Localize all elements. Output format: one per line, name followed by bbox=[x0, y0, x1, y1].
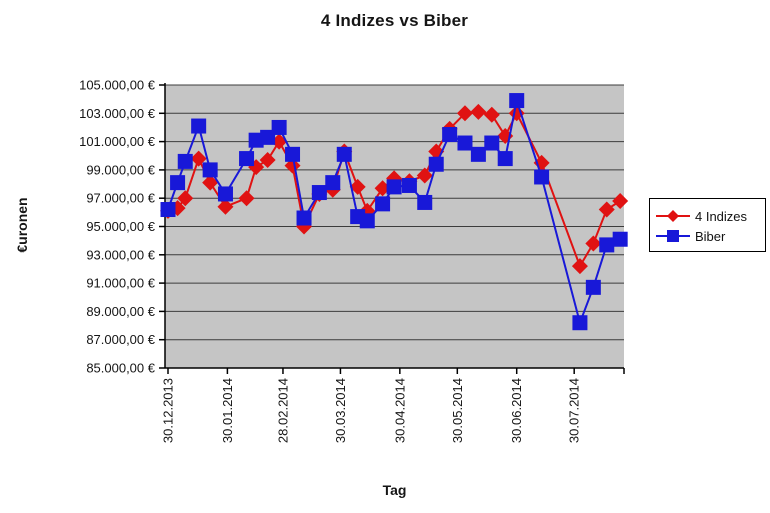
data-point-square bbox=[497, 151, 513, 167]
y-tick-label: 91.000,00 € bbox=[86, 276, 155, 291]
x-tick-label: 30.07.2014 bbox=[567, 378, 582, 443]
x-tick-label: 28.02.2014 bbox=[275, 378, 290, 443]
data-point-diamond bbox=[483, 106, 500, 123]
data-point-square bbox=[599, 237, 615, 253]
data-point-square bbox=[386, 179, 402, 195]
data-point-square bbox=[191, 118, 207, 134]
y-tick-label: 89.000,00 € bbox=[86, 304, 155, 319]
x-tick-label: 30.12.2013 bbox=[161, 378, 176, 443]
x-tick-label: 30.01.2014 bbox=[220, 378, 235, 443]
data-point-square bbox=[417, 194, 433, 210]
data-point-square bbox=[170, 175, 186, 191]
data-point-diamond bbox=[349, 178, 366, 195]
data-point-square bbox=[311, 185, 327, 201]
data-point-square bbox=[470, 146, 486, 162]
data-point-square bbox=[202, 162, 218, 178]
y-tick-label: 93.000,00 € bbox=[86, 247, 155, 262]
y-tick-label: 95.000,00 € bbox=[86, 219, 155, 234]
legend-label: 4 Indizes bbox=[695, 208, 748, 224]
x-tick-label: 30.06.2014 bbox=[509, 378, 524, 443]
x-tick-label: 30.05.2014 bbox=[450, 378, 465, 443]
data-point-square bbox=[359, 213, 375, 229]
data-point-diamond bbox=[456, 105, 473, 122]
data-point-square bbox=[457, 135, 473, 151]
data-point-square bbox=[160, 202, 176, 218]
data-point-diamond bbox=[598, 201, 615, 218]
data-point-diamond bbox=[259, 151, 276, 168]
data-point-diamond bbox=[217, 198, 234, 215]
data-point-square bbox=[177, 153, 193, 169]
data-point-square bbox=[509, 93, 525, 109]
y-tick-label: 87.000,00 € bbox=[86, 332, 155, 347]
data-point-diamond bbox=[585, 235, 602, 252]
data-point-square bbox=[325, 175, 341, 191]
data-point-square bbox=[248, 132, 264, 148]
data-point-square bbox=[484, 135, 500, 151]
data-point-square bbox=[442, 127, 458, 143]
data-point-square bbox=[401, 177, 417, 193]
data-point-square bbox=[612, 231, 628, 247]
x-tick-label: 30.04.2014 bbox=[392, 378, 407, 443]
legend-label: Biber bbox=[695, 228, 726, 244]
legend-item-4-indizes: 4 Indizes bbox=[656, 206, 765, 226]
x-tick-label: 30.03.2014 bbox=[333, 378, 348, 443]
data-point-square bbox=[375, 196, 391, 212]
data-point-square bbox=[285, 146, 301, 162]
data-point-diamond bbox=[177, 190, 194, 207]
data-point-square bbox=[239, 151, 255, 167]
data-point-square bbox=[271, 119, 287, 135]
data-point-square bbox=[260, 129, 276, 145]
y-tick-label: 85.000,00 € bbox=[86, 361, 155, 376]
data-point-diamond bbox=[470, 103, 487, 120]
legend-diamond-marker-icon bbox=[656, 210, 690, 222]
data-point-square bbox=[296, 210, 312, 226]
chart-title: 4 Indizes vs Biber bbox=[320, 11, 469, 30]
data-point-square bbox=[534, 169, 550, 185]
y-tick-label: 99.000,00 € bbox=[86, 162, 155, 177]
data-point-diamond bbox=[202, 174, 219, 191]
legend-square-marker-icon bbox=[656, 230, 690, 242]
data-point-square bbox=[217, 186, 233, 202]
data-point-diamond bbox=[238, 190, 255, 207]
y-tick-label: 101.000,00 € bbox=[79, 134, 156, 149]
y-tick-label: 103.000,00 € bbox=[79, 106, 156, 121]
y-tick-label: 97.000,00 € bbox=[86, 191, 155, 206]
data-point-square bbox=[572, 315, 588, 331]
data-point-square bbox=[428, 156, 444, 172]
data-point-diamond bbox=[612, 193, 629, 210]
y-tick-label: 105.000,00 € bbox=[79, 78, 156, 93]
legend: 4 Indizes Biber bbox=[649, 198, 766, 252]
data-point-square bbox=[585, 279, 601, 295]
x-axis-title: Tag bbox=[382, 482, 407, 498]
data-point-square bbox=[336, 146, 352, 162]
legend-item-biber: Biber bbox=[656, 226, 765, 246]
data-point-diamond bbox=[571, 258, 588, 275]
